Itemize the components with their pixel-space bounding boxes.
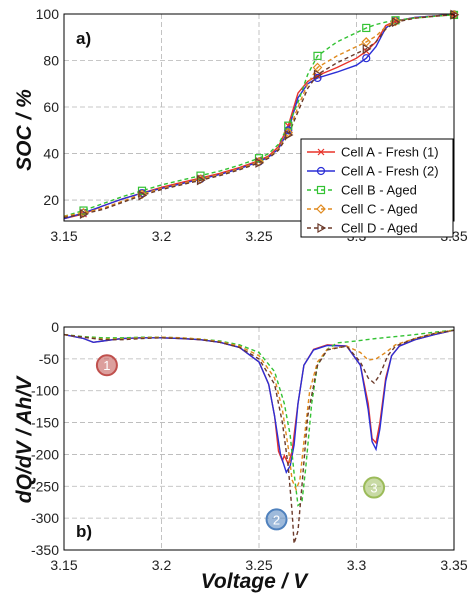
y-tick-label: 80 xyxy=(43,53,59,69)
legend-label-cell-d-aged: Cell D - Aged xyxy=(341,221,418,236)
legend-label-cell-a-fresh-1: Cell A - Fresh (1) xyxy=(341,145,439,160)
x-tick-label: 3.2 xyxy=(152,228,172,244)
x-tick-label: 3.15 xyxy=(50,228,77,244)
panel-b-y-axis-label: dQ/dV / Ah/V xyxy=(13,375,36,503)
data-point-cell-b-aged xyxy=(362,23,371,33)
data-point-cell-d-aged xyxy=(362,43,372,54)
x-tick-label: 3.15 xyxy=(50,557,77,573)
legend-marker-cell-c-aged xyxy=(316,204,326,214)
panel-a-frame xyxy=(63,13,455,222)
y-tick-label: -200 xyxy=(31,446,59,462)
panel-b-annotations: 1 2 3 xyxy=(95,354,386,531)
data-point-cell-d-aged xyxy=(313,69,323,80)
x-tick-label: 3.35 xyxy=(440,557,467,573)
data-point-cell-d-aged xyxy=(196,175,206,186)
x-tick-label: 3.25 xyxy=(245,557,272,573)
y-tick-label: -350 xyxy=(31,542,59,558)
legend-marker-cell-b-aged xyxy=(316,185,326,195)
y-tick-label: -300 xyxy=(31,510,59,526)
x-tick-label: 3.3 xyxy=(347,557,367,573)
data-point-cell-a-fresh-2 xyxy=(362,54,371,63)
y-tick-label: -150 xyxy=(31,415,59,431)
panel-a-label: a) xyxy=(76,29,91,48)
y-tick-label: 60 xyxy=(43,99,59,115)
panel-b-frame xyxy=(63,326,455,551)
data-point-cell-d-aged xyxy=(138,190,148,201)
annotation-circle-3 xyxy=(363,476,386,499)
y-tick-label: 20 xyxy=(43,192,59,208)
data-point-cell-b-aged xyxy=(313,51,322,60)
y-tick-label: 40 xyxy=(43,146,59,162)
annotation-label-2: 2 xyxy=(273,512,280,527)
annotation-label-1: 1 xyxy=(103,358,110,373)
legend-marker-cell-a-fresh-1 xyxy=(317,148,325,156)
x-tick-label: 3.25 xyxy=(245,228,272,244)
annotation-circle-2 xyxy=(265,508,288,531)
panel-b-y-tick-labels: 0 -50 -100 -150 -200 -250 -300 -350 xyxy=(31,319,59,558)
annotation-circle-1 xyxy=(95,354,118,377)
panel-b-dqdv-chart: 3.15 3.2 3.25 3.3 3.35 0 -50 -100 -150 -200 -250 -… xyxy=(13,319,468,593)
annotation-label-3: 3 xyxy=(370,481,377,496)
panel-a-y-axis-label: SOC / % xyxy=(13,89,36,171)
data-point-cell-d-aged xyxy=(79,208,89,220)
y-tick-label: -250 xyxy=(31,478,59,494)
panel-b-series xyxy=(63,329,455,544)
panel-a-markers xyxy=(78,9,460,220)
legend-label-cell-a-fresh-2: Cell A - Fresh (2) xyxy=(341,164,439,179)
y-tick-label: -100 xyxy=(31,383,59,399)
data-point-cell-c-aged xyxy=(312,62,323,73)
panel-b-x-tick-labels: 3.15 3.2 3.25 3.3 3.35 xyxy=(50,557,467,573)
legend-marker-cell-d-aged xyxy=(317,222,327,234)
y-tick-label: 0 xyxy=(51,319,59,335)
panel-b-label: b) xyxy=(76,522,92,541)
legend-label-cell-b-aged: Cell B - Aged xyxy=(341,183,417,198)
data-point-cell-d-aged xyxy=(255,157,265,168)
data-point-cell-d-aged xyxy=(284,129,294,140)
y-tick-label: 100 xyxy=(36,6,60,22)
legend-label-cell-c-aged: Cell C - Aged xyxy=(341,202,418,217)
data-point-cell-c-aged xyxy=(361,37,372,47)
panel-b-x-axis-label: Voltage / V xyxy=(201,570,310,593)
x-tick-label: 3.2 xyxy=(152,557,172,573)
panel-a-y-tick-labels: 20 40 60 80 100 xyxy=(36,6,60,208)
data-point-cell-d-aged xyxy=(391,17,401,28)
panel-a-legend: Cell A - Fresh (1) Cell A - Fresh (2) Cell… xyxy=(300,138,454,238)
y-tick-label: -50 xyxy=(39,351,59,367)
legend-marker-cell-a-fresh-2 xyxy=(316,166,326,176)
legend-box xyxy=(300,138,454,238)
legend-entries: Cell A - Fresh (1) Cell A - Fresh (2) Cell… xyxy=(307,145,439,236)
